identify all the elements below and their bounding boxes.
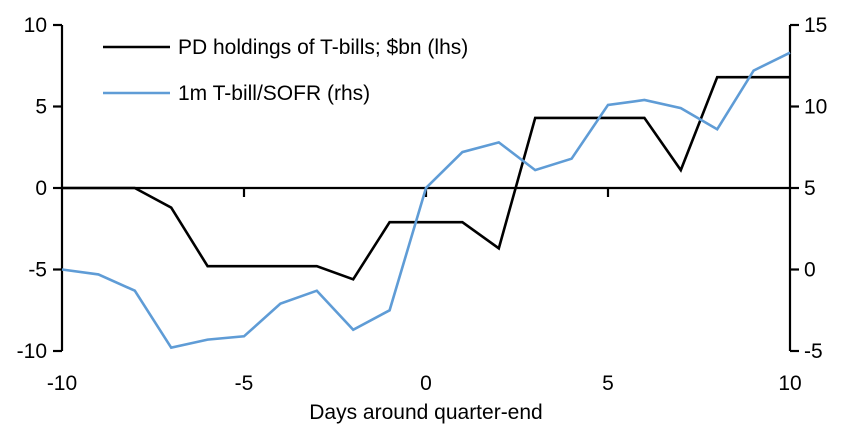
x-axis-tick-label: -5 <box>235 372 254 395</box>
x-axis-title: Days around quarter-end <box>309 401 542 424</box>
right-axis-tick-label: 0 <box>804 259 816 282</box>
series-tbill-sofr <box>61 51 791 350</box>
right-axis-tick-label: 15 <box>804 14 827 37</box>
right-axis-tick-label: 5 <box>804 177 816 200</box>
x-axis-tick-label: 10 <box>778 372 801 395</box>
x-axis-tick-label: 0 <box>420 372 432 395</box>
tbill-sofr-line <box>61 51 791 350</box>
left-axis-tick-label: -5 <box>28 259 47 282</box>
pd-holdings-line <box>62 75 790 281</box>
legend-label-pd: PD holdings of T-bills; $bn (lhs) <box>178 36 468 59</box>
left-axis-tick-label: 5 <box>35 96 47 119</box>
x-axis-tick-label: -10 <box>47 372 77 395</box>
left-axis-tick-label: -10 <box>17 340 47 363</box>
right-axis-tick-label: -5 <box>804 340 823 363</box>
legend: PD holdings of T-bills; $bn (lhs) 1m T-bi… <box>103 36 468 105</box>
x-axis-tick-label: 5 <box>602 372 614 395</box>
right-axis-tick-label: 10 <box>804 96 827 119</box>
left-axis-tick-label: 10 <box>24 14 47 37</box>
legend-label-sofr: 1m T-bill/SOFR (rhs) <box>178 82 370 105</box>
series-pd-holdings <box>62 75 790 281</box>
left-axis-tick-label: 0 <box>35 177 47 200</box>
